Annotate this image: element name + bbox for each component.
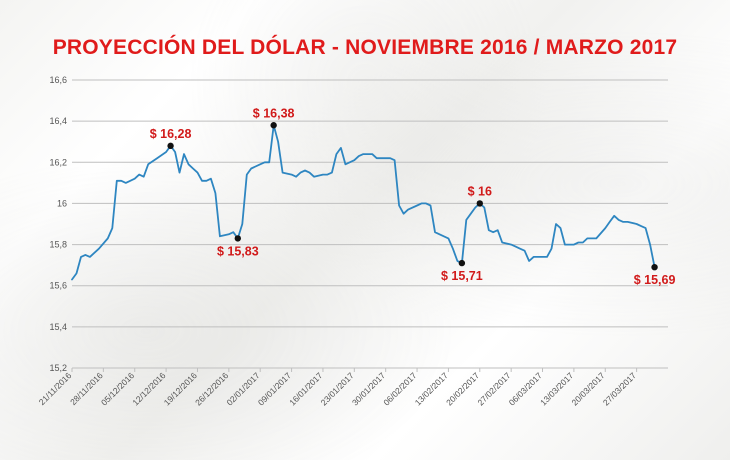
data-point-marker — [476, 200, 483, 207]
data-point-marker — [458, 259, 466, 267]
data-point-marker — [270, 122, 277, 129]
series-line — [71, 124, 656, 281]
data-point-marker — [651, 264, 658, 271]
y-tick-label: 16,2 — [49, 157, 67, 167]
chart-title: PROYECCIÓN DEL DÓLAR - NOVIEMBRE 2016 / … — [52, 36, 678, 59]
y-tick-label: 15,4 — [49, 322, 67, 332]
data-label: $ 15,69 — [634, 273, 676, 287]
data-label: $ 16,28 — [150, 127, 192, 141]
x-tick-label: 21/11/2016 — [37, 370, 74, 407]
data-label: $ 16,38 — [253, 106, 295, 120]
x-tick-label: 27/03/2017 — [601, 370, 638, 407]
y-tick-label: 16,6 — [49, 75, 67, 85]
data-label: $ 15,71 — [441, 269, 483, 283]
data-point-marker — [167, 142, 174, 150]
y-tick-label: 15,8 — [49, 240, 67, 250]
y-tick-label: 16 — [57, 198, 67, 208]
y-tick-label: 15,2 — [49, 363, 67, 373]
y-tick-label: 16,4 — [49, 116, 67, 126]
data-point-marker — [234, 235, 242, 242]
data-label: $ 16 — [468, 184, 492, 198]
y-tick-label: 15,6 — [49, 281, 67, 291]
data-label: $ 15,83 — [217, 244, 259, 258]
